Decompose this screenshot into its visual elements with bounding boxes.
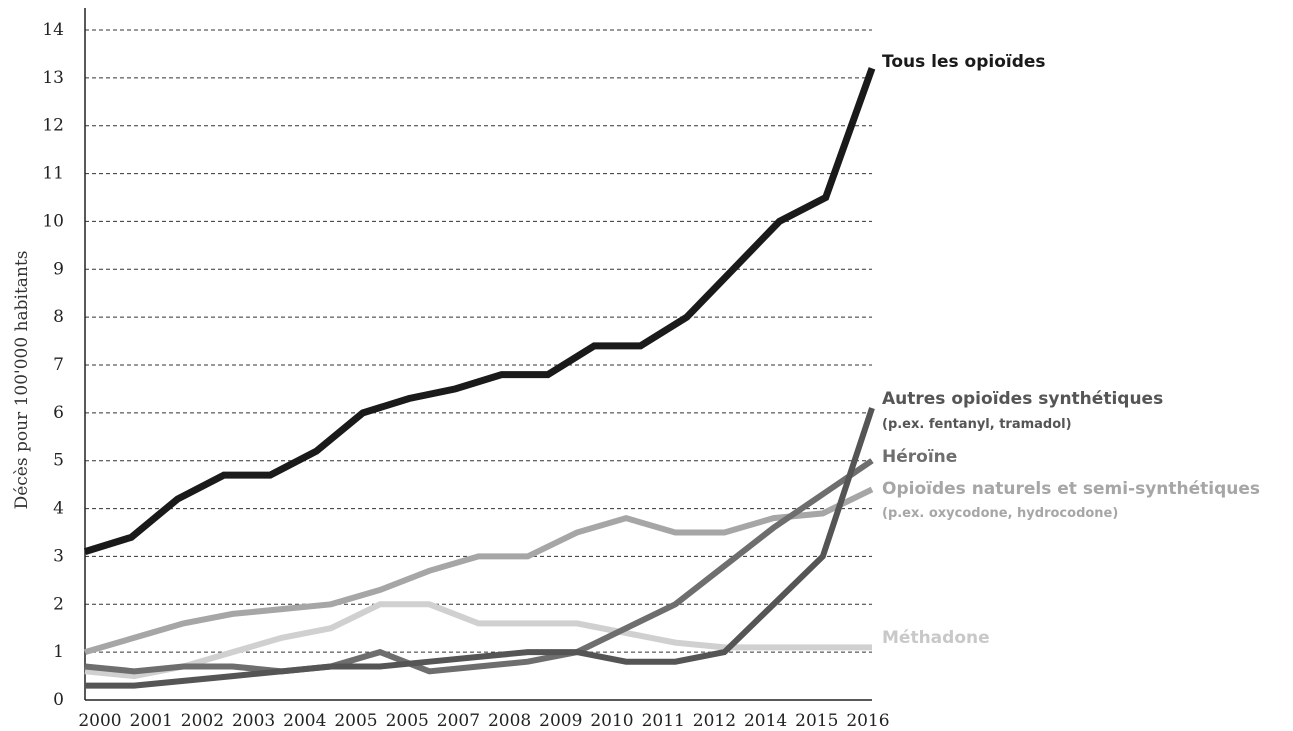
- y-tick-label: 9: [53, 259, 64, 279]
- series-line: [84, 601, 872, 680]
- series-label: Autres opioïdes synthétiques: [882, 389, 1163, 409]
- y-tick-label: 10: [42, 211, 64, 231]
- series-line: [84, 458, 874, 675]
- series-sublabel: (p.ex. fentanyl, tramadol): [882, 417, 1072, 432]
- x-tick-label: 2016: [846, 711, 889, 731]
- x-tick-label: 2001: [130, 711, 173, 731]
- y-tick-label: 11: [42, 164, 64, 184]
- x-tick-label: 2012: [693, 711, 736, 731]
- series-line: [83, 67, 876, 555]
- y-tick-label: 8: [53, 307, 64, 327]
- x-tick-label: 2000: [78, 711, 121, 731]
- series-line: [84, 486, 874, 655]
- y-tick-label: 13: [42, 68, 64, 88]
- x-tick-label: 2007: [437, 711, 480, 731]
- y-tick-label: 5: [53, 451, 64, 471]
- x-tick-label: 2005: [386, 711, 429, 731]
- y-axis-label: Décès pour 100'000 habitants: [12, 251, 32, 510]
- x-tick-label: 2010: [590, 711, 633, 731]
- y-tick-label: 3: [53, 546, 64, 566]
- y-tick-label: 12: [42, 116, 64, 136]
- axes: [84, 8, 872, 701]
- x-tick-label: 2005: [334, 711, 377, 731]
- x-tick-label: 2014: [744, 711, 787, 731]
- y-tick-label: 6: [53, 403, 64, 423]
- series-line: [85, 407, 875, 689]
- series-lines: [83, 67, 876, 689]
- x-tick-label: 2003: [232, 711, 275, 731]
- y-tick-label: 0: [53, 690, 64, 710]
- x-tick-label: 2008: [488, 711, 531, 731]
- y-tick-label: 7: [53, 355, 64, 375]
- series-label: Héroïne: [882, 447, 957, 467]
- series-label: Méthadone: [882, 628, 990, 648]
- x-tick-label: 2015: [795, 711, 838, 731]
- series-label: Tous les opioïdes: [882, 52, 1046, 72]
- x-tick-labels: 2000 2001 2002 2003 2004 2005 2005 2007 2008 2009…: [78, 711, 889, 731]
- series-label: Opioïdes naturels et semi-synthétiques: [882, 479, 1260, 499]
- y-tick-label: 2: [53, 594, 64, 614]
- x-tick-label: 2009: [539, 711, 582, 731]
- x-tick-label: 2004: [283, 711, 326, 731]
- x-tick-label: 2002: [181, 711, 224, 731]
- x-tick-label: 2011: [642, 711, 685, 731]
- series-labels: Tous les opioïdes Autres opioïdes synthét…: [882, 52, 1260, 648]
- y-tick-label: 4: [53, 499, 64, 519]
- y-tick-label: 1: [53, 642, 64, 662]
- y-tick-label: 14: [42, 20, 64, 40]
- series-sublabel: (p.ex. oxycodone, hydrocodone): [882, 506, 1118, 521]
